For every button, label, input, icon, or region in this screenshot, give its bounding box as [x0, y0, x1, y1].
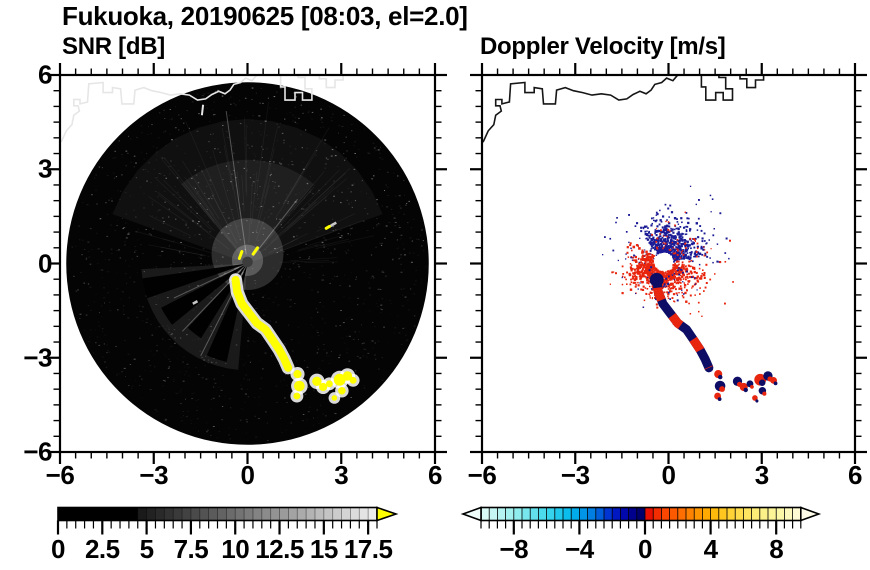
snr-center-dot: [242, 256, 253, 268]
x-tick-label: −6: [45, 460, 75, 490]
panel-title-doppler: Doppler Velocity [m/s]: [480, 33, 726, 60]
snr-plume: [231, 275, 293, 372]
coastline-right: [482, 75, 681, 145]
snr-plume-blob: [325, 380, 333, 388]
snr-haze-sector: [112, 119, 383, 264]
snr-spark: [237, 250, 244, 260]
colorbar-tick-label: 7.5: [173, 534, 209, 564]
colorbar-tick-label: 0: [51, 534, 65, 564]
snr-panel-content: [60, 75, 429, 445]
coastline-port2-left: [318, 75, 352, 89]
x-tick-label: 3: [754, 460, 769, 490]
y-tick-label: 0: [38, 248, 52, 278]
y-tick-label: −3: [23, 342, 52, 373]
y-tick-label: 3: [38, 153, 52, 184]
doppler-panel-content: [482, 75, 778, 403]
snr-ray: [252, 198, 298, 257]
snr-plume-blob: [333, 373, 346, 386]
colorbar-tick-label: 12.5: [255, 534, 304, 564]
doppler-axis-ticks: [470, 63, 867, 464]
snr-plume-blob: [293, 370, 302, 379]
doppler-colorbar-under-arrow: [460, 506, 482, 522]
x-tick-label: 0: [240, 460, 255, 490]
colorbar-tick-label: 2.5: [84, 534, 120, 564]
x-tick-label: 3: [334, 460, 349, 490]
x-tick-label: −3: [139, 460, 169, 490]
coastline-dash: [200, 104, 205, 116]
snr-axis-ticks: [48, 63, 447, 464]
doppler-colorbar-over-arrow: [799, 506, 822, 522]
colorbar-tick-label: 10: [221, 534, 250, 564]
snr-spark: [324, 224, 331, 230]
snr-shadow-wedge: [161, 263, 248, 325]
y-tick-label: −6: [23, 436, 52, 467]
snr-ray: [173, 267, 240, 299]
snr-plume-blob: [294, 380, 305, 392]
coastline-port1-right: [700, 75, 734, 101]
snr-shadow-wedge: [142, 263, 248, 299]
x-tick-label: 6: [428, 460, 442, 490]
snr-plume-blob: [338, 386, 346, 395]
doppler-plume-red: [652, 279, 714, 370]
x-tick-label: −6: [467, 460, 497, 490]
snr-noise: [71, 87, 428, 441]
snr-plume-blob: [312, 376, 322, 386]
snr-plume-blob: [293, 392, 301, 400]
colorbar-tick-label: 5: [139, 534, 154, 564]
coastline-port1-left: [279, 75, 313, 101]
x-tick-label: 6: [848, 460, 862, 490]
snr-plume-blob: [349, 376, 357, 384]
doppler-colorbar: [460, 506, 822, 535]
coastline-port2-right: [739, 75, 772, 89]
colorbar-tick-label: 0: [638, 534, 652, 564]
colorbar-tick-label: 4: [703, 534, 718, 564]
snr-gray-streak: [192, 300, 199, 305]
doppler-plume-blob: [752, 395, 758, 401]
figure-title: Fukuoka, 20190625 [08:03, el=2.0]: [62, 1, 468, 31]
snr-spark: [251, 246, 259, 256]
snr-center-glow: [211, 218, 284, 291]
snr-plume-blob: [342, 371, 353, 381]
snr-colorbar: [56, 506, 399, 535]
panel-title-snr: SNR [dB]: [62, 33, 165, 60]
coastline-left: [60, 75, 260, 144]
snr-colorbar-over-arrow: [376, 506, 399, 522]
y-tick-label: 6: [38, 59, 52, 90]
snr-ray: [225, 110, 247, 255]
snr-plume-blob: [319, 382, 328, 392]
colorbar-tick-label: 17.5: [343, 534, 393, 564]
x-tick-label: −3: [560, 460, 590, 490]
colorbar-tick-label: −8: [499, 534, 529, 564]
colorbar-tick-label: 8: [769, 534, 784, 564]
colorbar-tick-label: 15: [309, 534, 338, 564]
snr-haze-sector: [181, 159, 314, 264]
colorbar-tick-label: −4: [565, 534, 594, 564]
doppler-panel-border: [480, 73, 857, 454]
snr-plume-blob: [331, 395, 338, 401]
x-tick-label: 0: [661, 460, 676, 490]
